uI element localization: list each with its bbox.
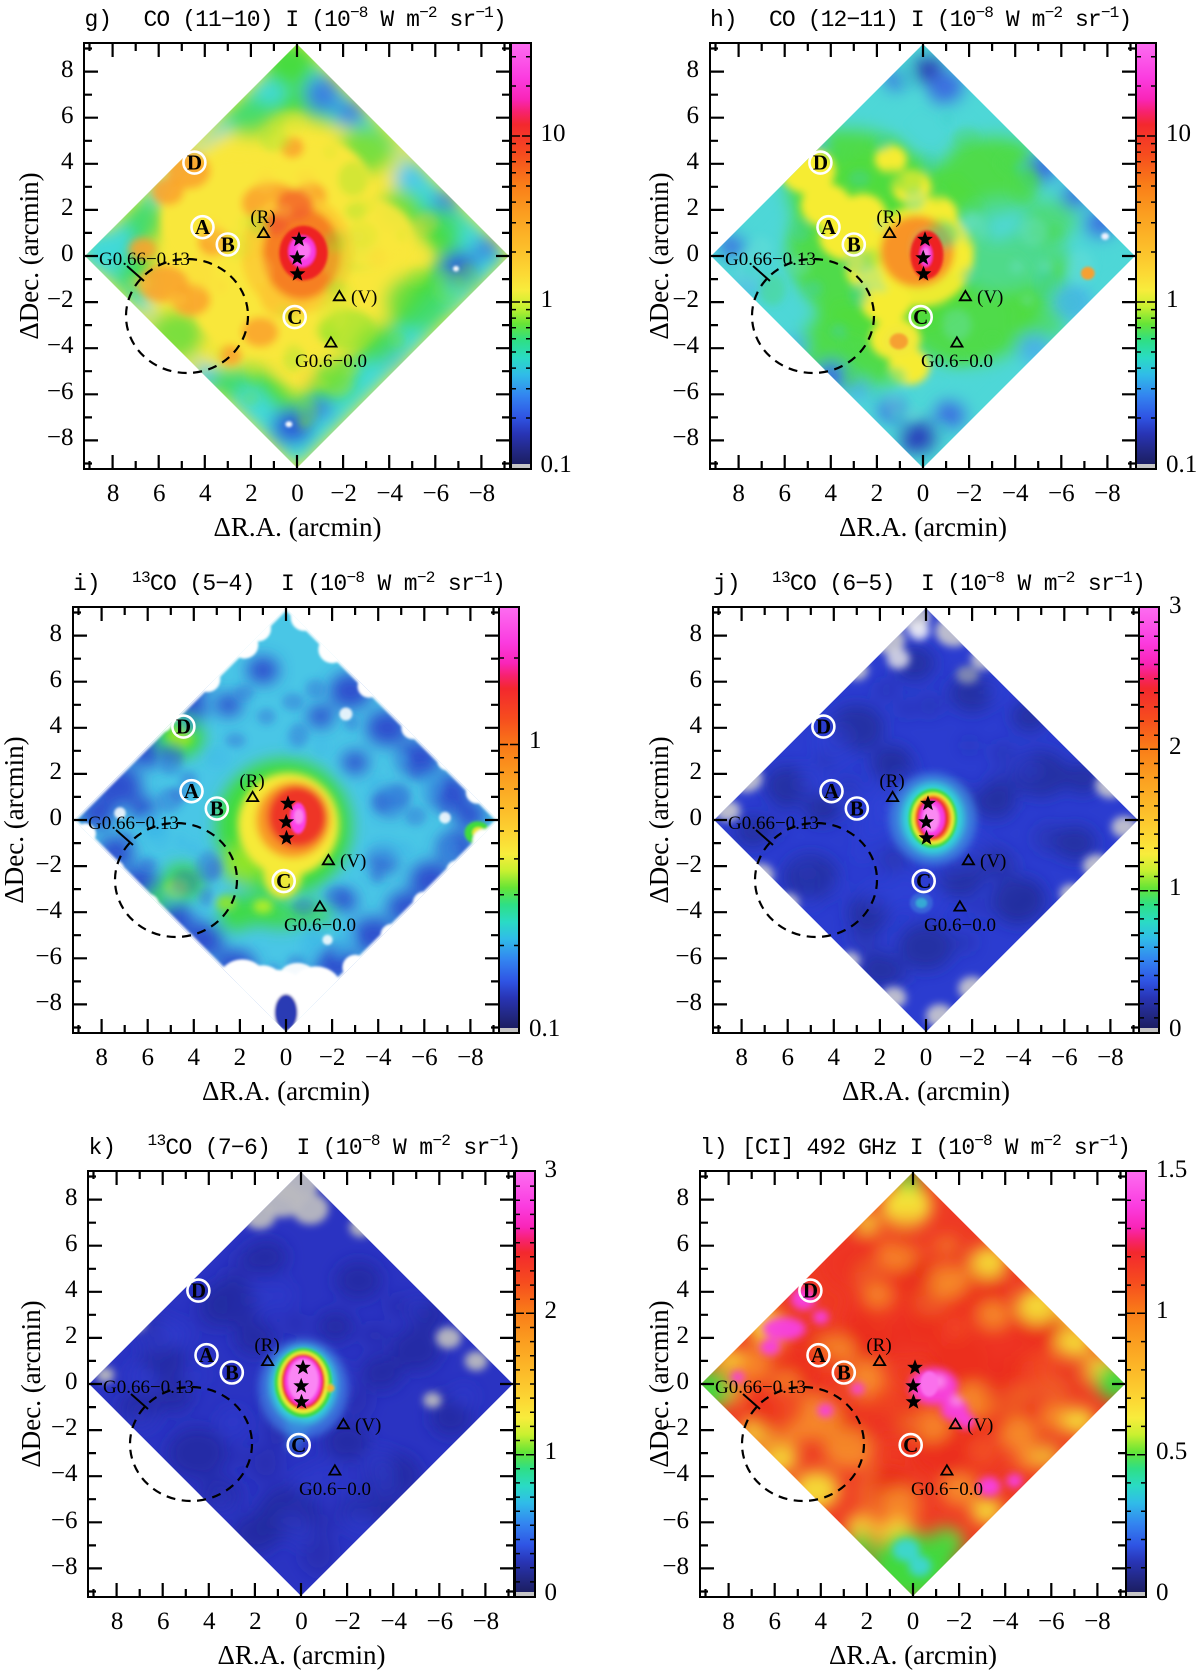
- svg-text:G0.66−0.13: G0.66−0.13: [103, 1377, 194, 1398]
- svg-text:G0.6−0.0: G0.6−0.0: [284, 915, 356, 936]
- svg-text:G0.66−0.13: G0.66−0.13: [728, 813, 819, 834]
- svg-text:B: B: [225, 1360, 239, 1384]
- svg-text:(V): (V): [977, 287, 1003, 308]
- svg-text:C: C: [916, 869, 931, 893]
- svg-text:G0.66−0.13: G0.66−0.13: [715, 1377, 806, 1398]
- svg-text:A: A: [823, 779, 839, 803]
- svg-text:(V): (V): [355, 1415, 381, 1436]
- svg-text:(R): (R): [250, 207, 275, 228]
- svg-text:A: A: [810, 1343, 826, 1367]
- svg-text:C: C: [913, 305, 928, 329]
- svg-text:D: D: [191, 1278, 206, 1302]
- svg-text:(V): (V): [340, 851, 366, 872]
- svg-text:A: A: [199, 1343, 215, 1367]
- svg-text:B: B: [836, 1360, 850, 1384]
- svg-text:D: D: [812, 150, 827, 174]
- svg-text:G0.6−0.0: G0.6−0.0: [921, 351, 993, 372]
- svg-text:(R): (R): [879, 771, 904, 792]
- svg-text:D: D: [175, 714, 190, 738]
- svg-text:G0.6−0.0: G0.6−0.0: [299, 1479, 371, 1500]
- svg-text:(R): (R): [866, 1335, 891, 1356]
- svg-text:(V): (V): [980, 851, 1006, 872]
- svg-text:G0.66−0.13: G0.66−0.13: [725, 249, 816, 270]
- svg-text:D: D: [802, 1278, 817, 1302]
- svg-text:G0.6−0.0: G0.6−0.0: [295, 351, 367, 372]
- svg-text:C: C: [287, 305, 302, 329]
- svg-text:A: A: [195, 215, 211, 239]
- svg-text:D: D: [815, 714, 830, 738]
- svg-text:B: B: [849, 796, 863, 820]
- svg-text:G0.6−0.0: G0.6−0.0: [924, 915, 996, 936]
- svg-text:(V): (V): [351, 287, 377, 308]
- svg-text:B: B: [209, 796, 223, 820]
- svg-text:C: C: [903, 1433, 918, 1457]
- svg-text:(V): (V): [967, 1415, 993, 1436]
- svg-text:B: B: [846, 232, 860, 256]
- svg-text:(R): (R): [876, 207, 901, 228]
- svg-text:(R): (R): [254, 1335, 279, 1356]
- svg-text:(R): (R): [239, 771, 264, 792]
- svg-text:B: B: [221, 232, 235, 256]
- svg-text:G0.66−0.13: G0.66−0.13: [99, 249, 190, 270]
- svg-text:G0.66−0.13: G0.66−0.13: [88, 813, 179, 834]
- svg-text:G0.6−0.0: G0.6−0.0: [911, 1479, 983, 1500]
- svg-text:A: A: [820, 215, 836, 239]
- svg-text:C: C: [276, 869, 291, 893]
- svg-text:C: C: [291, 1433, 306, 1457]
- svg-text:A: A: [183, 779, 199, 803]
- svg-text:D: D: [187, 150, 202, 174]
